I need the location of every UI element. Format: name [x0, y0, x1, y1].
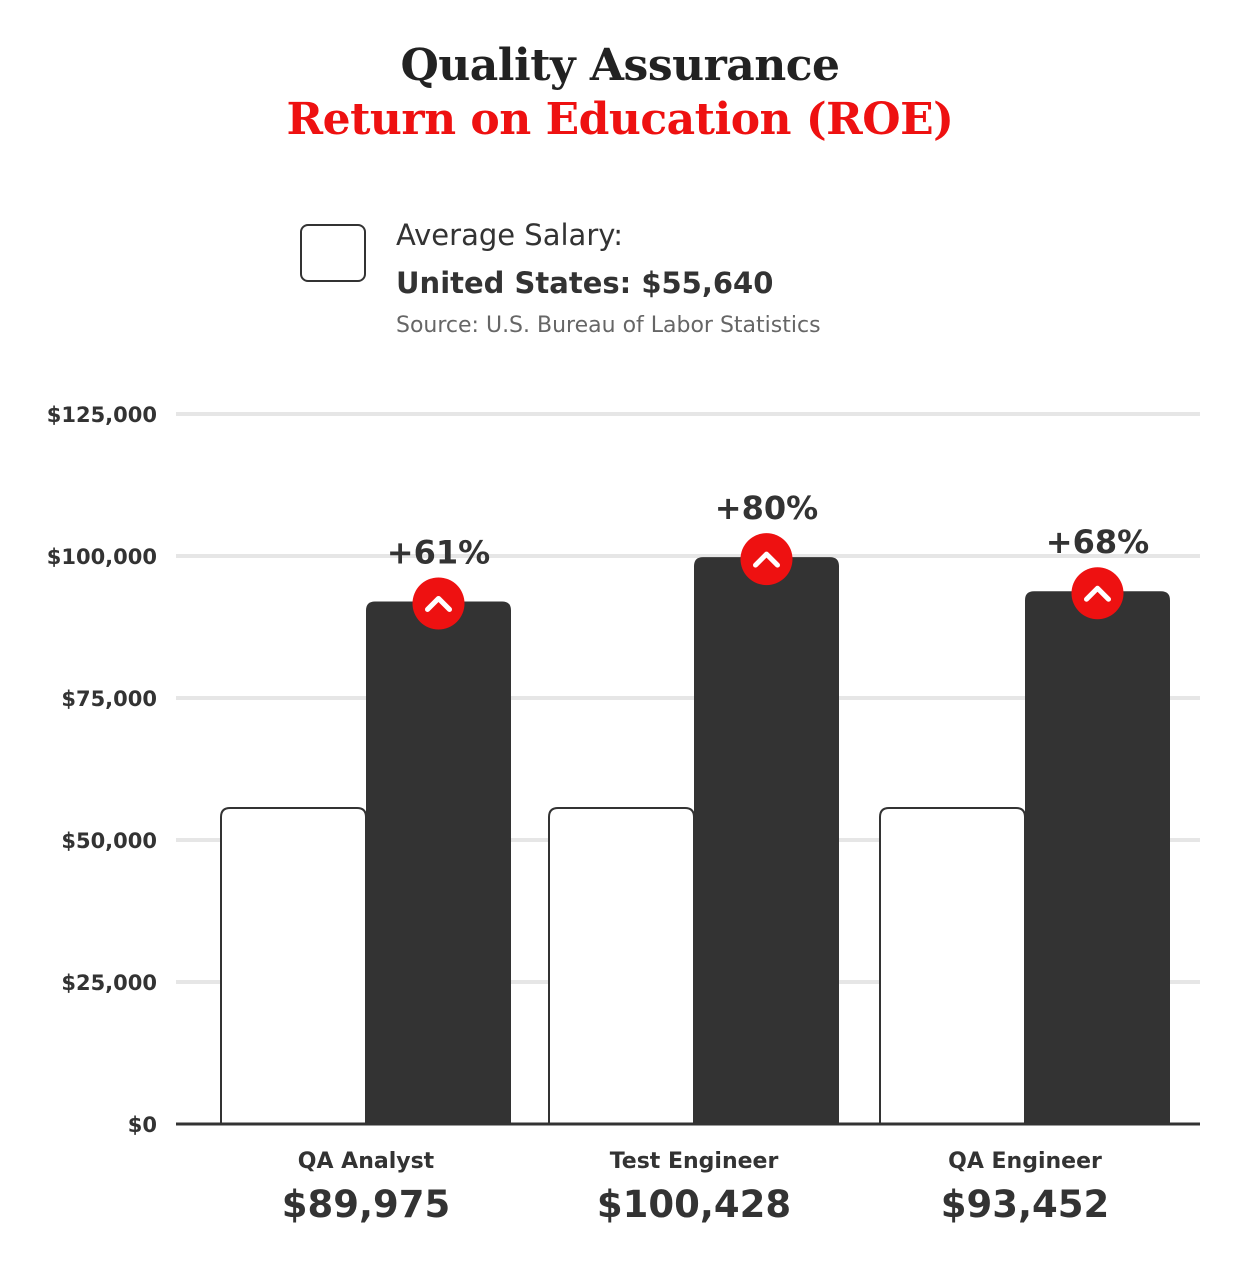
chevron-up-icon	[425, 595, 452, 612]
increase-label: +80%	[715, 489, 818, 527]
chevron-up-icon	[1084, 585, 1111, 602]
increase-label: +61%	[387, 533, 490, 571]
increase-badge	[740, 533, 793, 586]
y-tick-label: $100,000	[47, 545, 157, 569]
bar-us-average	[548, 806, 695, 1124]
chevron-up-icon	[753, 551, 780, 568]
legend-heading: Average Salary:	[396, 218, 624, 252]
category-label: QA Engineer	[948, 1149, 1102, 1174]
bar-role-salary	[1025, 591, 1170, 1124]
chart-title: Quality Assurance	[400, 40, 840, 91]
y-tick-label: $125,000	[47, 403, 157, 427]
legend-source: Source: U.S. Bureau of Labor Statistics	[396, 313, 821, 338]
category-label: QA Analyst	[298, 1149, 435, 1174]
increase-label: +68%	[1046, 523, 1149, 561]
category-label: Test Engineer	[610, 1149, 779, 1174]
increase-badge	[1071, 567, 1124, 620]
bar-us-average	[879, 806, 1026, 1124]
bar-us-average	[220, 806, 367, 1124]
legend-swatch-us-average	[300, 224, 366, 282]
category-value-label: $100,428	[597, 1183, 791, 1226]
y-tick-label: $75,000	[61, 687, 157, 711]
bar-role-salary	[694, 557, 839, 1124]
y-tick-label: $25,000	[61, 971, 157, 995]
y-tick-label: $0	[128, 1113, 157, 1137]
chart-subtitle: Return on Education (ROE)	[286, 94, 954, 145]
bar-role-salary	[366, 601, 511, 1124]
legend-us-average: United States: $55,640	[396, 266, 774, 300]
category-value-label: $89,975	[282, 1183, 451, 1226]
y-tick-label: $50,000	[61, 829, 157, 853]
category-value-label: $93,452	[941, 1183, 1110, 1226]
increase-badge	[412, 577, 465, 630]
